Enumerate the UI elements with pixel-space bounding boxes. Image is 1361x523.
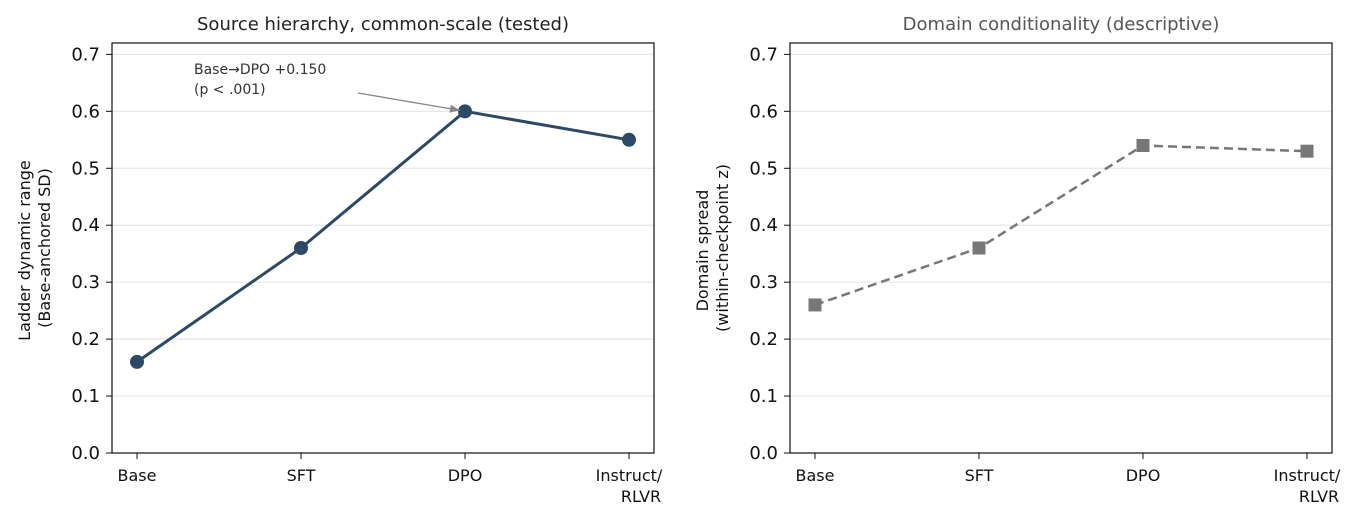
plot-area: 0.0 0.1 0.2 0.3 0.4 0.5 0.6 0.7 Base SFT DPO Instru… [749, 42, 1341, 506]
data-point [972, 241, 986, 255]
y-tick-label: 0.5 [71, 158, 100, 179]
y-axis-label: Ladder dynamic range (Base-anchored SD) [15, 155, 54, 341]
y-axis-label-line-1: Domain spread [693, 190, 712, 312]
y-tick-label: 0.2 [749, 329, 778, 350]
x-tick-label: Base [796, 466, 835, 485]
data-point [808, 298, 822, 312]
x-tick-label: Base [118, 466, 157, 485]
data-point [1300, 144, 1314, 158]
chart-title: Source hierarchy, common-scale (tested) [197, 14, 569, 35]
data-point [1136, 139, 1150, 152]
annotation-arrowhead [449, 104, 460, 113]
y-tick-label: 0.6 [749, 101, 778, 122]
series-line [136, 109, 630, 364]
axes-frame [789, 42, 1333, 454]
y-tick-label: 0.6 [71, 101, 100, 122]
data-point [294, 241, 308, 255]
data-point [130, 354, 144, 369]
y-axis-label: Domain spread (within-checkpoint z) [693, 164, 732, 332]
y-tick-label: 0.1 [749, 386, 778, 407]
x-tick-label: DPO [448, 466, 483, 485]
annotation-line-2: (p < .001) [194, 82, 266, 98]
y-tick-label: 0.7 [71, 44, 100, 65]
data-point [458, 104, 472, 119]
annotation-line-1: Base→DPO +0.150 [194, 62, 326, 78]
y-tick-label: 0.0 [749, 443, 778, 464]
series-line [814, 144, 1308, 307]
y-tick-label: 0.0 [71, 443, 100, 464]
y-tick-label: 0.1 [71, 386, 100, 407]
plot-area: 0.0 0.1 0.2 0.3 0.4 0.5 0.6 0.7 Base SFT DPO Instru… [71, 42, 663, 506]
y-tick-label: 0.3 [71, 272, 100, 293]
y-axis-label-line-2: (within-checkpoint z) [713, 164, 732, 332]
y-tick-label: 0.4 [71, 215, 100, 236]
x-tick-label: Instruct/RLVR [1274, 466, 1341, 506]
panel-source-hierarchy: Source hierarchy, common-scale (tested) … [15, 14, 663, 506]
y-tick-label: 0.5 [749, 158, 778, 179]
y-axis-label-line-1: Ladder dynamic range [15, 160, 34, 341]
y-tick-label: 0.3 [749, 272, 778, 293]
annotation-text: Base→DPO +0.150 (p < .001) [194, 62, 331, 98]
x-tick-label: Instruct/RLVR [596, 466, 663, 506]
annotation-arrow [357, 92, 461, 111]
axes-frame [111, 42, 655, 454]
y-tick-label: 0.2 [71, 329, 100, 350]
chart-title: Domain conditionality (descriptive) [903, 14, 1220, 35]
panel-domain-conditionality: Domain conditionality (descriptive) Doma… [693, 14, 1341, 506]
y-tick-label: 0.7 [749, 44, 778, 65]
x-tick-label: DPO [1126, 466, 1161, 485]
x-tick-label: SFT [965, 466, 994, 485]
y-tick-label: 0.4 [749, 215, 778, 236]
data-point [622, 132, 636, 147]
y-axis-label-line-2: (Base-anchored SD) [35, 168, 54, 328]
x-tick-label: SFT [287, 466, 316, 485]
